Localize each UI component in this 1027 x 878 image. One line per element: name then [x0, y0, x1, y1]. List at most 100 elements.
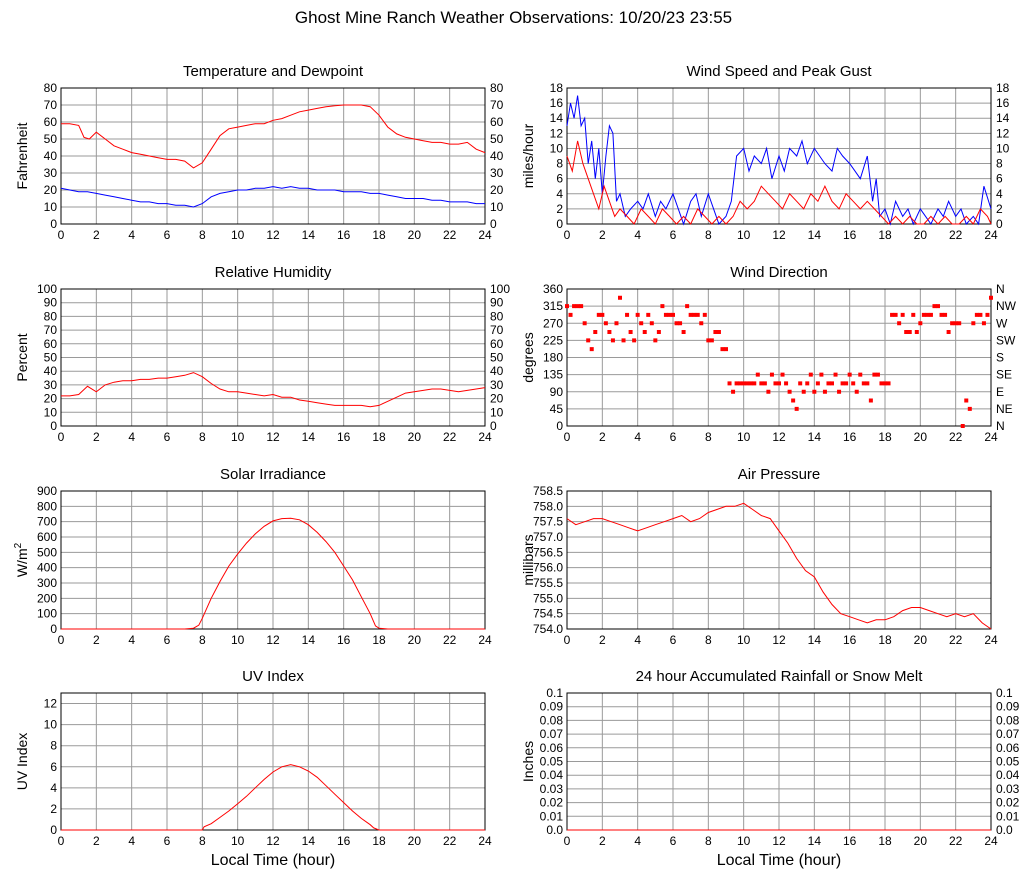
data-point [822, 389, 827, 394]
data-point [738, 381, 743, 386]
x-tick-label: 10 [231, 228, 245, 242]
x-tick-label: 2 [93, 430, 100, 444]
y-tick-label: 0 [50, 823, 57, 837]
data-point [932, 304, 937, 309]
x-tick-label: 24 [478, 228, 492, 242]
data-point [865, 381, 870, 386]
y-tick-label: 0 [50, 419, 57, 433]
right-tick-label: 0.03 [996, 782, 1020, 796]
x-tick-label: 0 [564, 834, 571, 848]
y-tick-label: 100 [37, 282, 57, 296]
x-tick-label: 18 [878, 228, 892, 242]
right-tick-label: 0.09 [996, 700, 1020, 714]
right-tick-label: 0.01 [996, 809, 1020, 823]
x-tick-label: 0 [58, 228, 65, 242]
x-tick-label: 6 [670, 228, 677, 242]
y-tick-label: 30 [44, 378, 58, 392]
y-axis-label: millibars [520, 534, 536, 585]
y-tick-label: 758.5 [533, 484, 563, 498]
peak-gust-line [566, 95, 992, 226]
y-tick-label: 755.0 [533, 591, 563, 605]
data-point [600, 312, 605, 317]
plot-frame [60, 87, 486, 225]
y-tick-label: 10 [44, 200, 58, 214]
y-tick-label: 315 [543, 299, 563, 313]
x-tick-label: 16 [337, 834, 351, 848]
x-tick-label: 22 [443, 633, 457, 647]
x-tick-label: 8 [199, 834, 206, 848]
x-tick-label: 20 [408, 834, 422, 848]
y-tick-label: 80 [44, 309, 58, 323]
right-tick-label: 14 [996, 111, 1010, 125]
chart-title: Temperature and Dewpoint [183, 63, 364, 80]
x-tick-label: 14 [302, 228, 316, 242]
data-point [593, 330, 598, 335]
y-tick-label: 700 [37, 515, 57, 529]
x-tick-label: 20 [914, 228, 928, 242]
data-point [854, 389, 859, 394]
y-tick-label: 0.0 [546, 823, 563, 837]
x-tick-label: 14 [808, 633, 822, 647]
data-point [911, 312, 916, 317]
right-tick-label: 50 [490, 351, 504, 365]
y-tick-label: 135 [543, 368, 563, 382]
data-point [660, 304, 665, 309]
data-point [632, 338, 637, 343]
data-point [985, 312, 990, 317]
right-tick-label: S [996, 351, 1004, 365]
x-tick-label: 12 [266, 228, 280, 242]
y-tick-label: 0.06 [540, 741, 564, 755]
y-tick-label: 50 [44, 132, 58, 146]
x-tick-label: 20 [914, 633, 928, 647]
data-point [621, 338, 626, 343]
x-tick-label: 24 [984, 633, 998, 647]
y-tick-label: 300 [37, 576, 57, 590]
data-point [752, 381, 757, 386]
y-tick-label: 70 [44, 323, 58, 337]
right-tick-label: 20 [490, 183, 504, 197]
y-tick-label: 70 [44, 98, 58, 112]
y-tick-label: 600 [37, 530, 57, 544]
data-point [773, 381, 778, 386]
x-axis-label: Local Time (hour) [717, 852, 842, 869]
dewpoint-line [60, 186, 485, 208]
x-tick-label: 0 [564, 430, 571, 444]
data-point [844, 381, 849, 386]
x-tick-label: 16 [843, 834, 857, 848]
data-point [688, 312, 693, 317]
x-tick-label: 12 [266, 834, 280, 848]
x-tick-label: 2 [599, 633, 606, 647]
right-tick-label: SW [996, 333, 1016, 347]
y-tick-label: 50 [44, 351, 58, 365]
data-point [957, 321, 962, 326]
x-tick-label: 24 [984, 430, 998, 444]
x-tick-label: 12 [772, 633, 786, 647]
x-tick-label: 22 [949, 834, 963, 848]
y-axis-label: W/m2 [13, 542, 30, 577]
data-point [851, 381, 856, 386]
x-tick-label: 6 [164, 430, 171, 444]
data-point [907, 330, 912, 335]
x-tick-label: 14 [808, 430, 822, 444]
x-tick-label: 14 [302, 430, 316, 444]
data-point [614, 321, 619, 326]
y-tick-label: 0.01 [540, 809, 564, 823]
right-tick-label: W [996, 316, 1008, 330]
y-tick-label: 754.0 [533, 622, 563, 636]
plot-frame [566, 490, 992, 630]
x-tick-label: 2 [93, 633, 100, 647]
x-tick-label: 22 [949, 228, 963, 242]
y-tick-label: 90 [550, 385, 564, 399]
plot-frame [60, 288, 486, 427]
y-tick-label: 0 [50, 217, 57, 231]
solar-irradiance-line [61, 517, 485, 630]
data-point [989, 295, 993, 300]
x-tick-label: 2 [93, 228, 100, 242]
x-tick-label: 18 [372, 834, 386, 848]
rainfall-chart: 24 hour Accumulated Rainfall or Snow Mel… [520, 668, 1020, 869]
y-tick-label: 12 [44, 697, 58, 711]
x-tick-label: 12 [772, 430, 786, 444]
